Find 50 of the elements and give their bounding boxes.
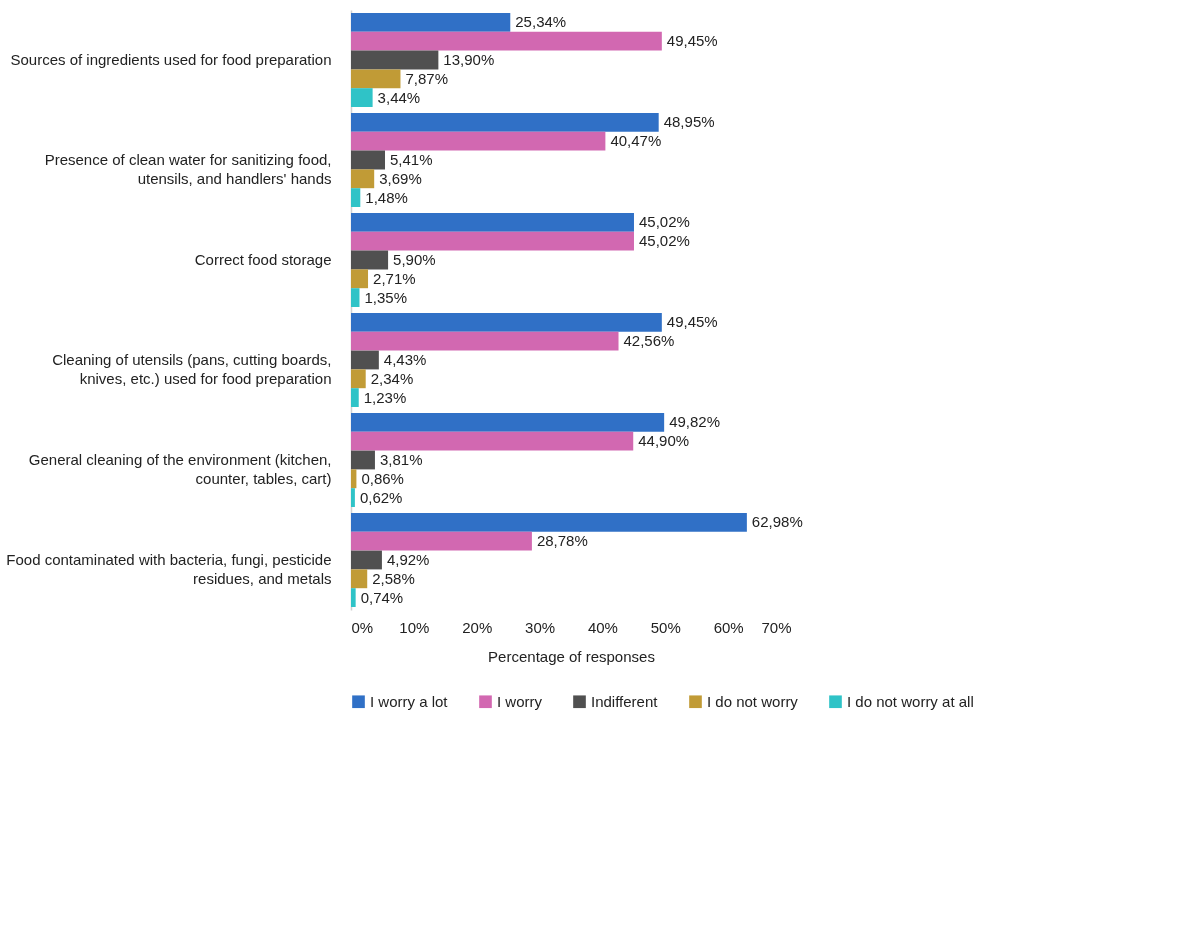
legend-label: I worry	[497, 692, 543, 710]
data-label: 0,74%	[360, 588, 404, 606]
y-tick-label: Presence of clean water for sanitizing food, utensils, and handlers' hands	[44, 151, 332, 187]
data-label: 5,41%	[390, 151, 433, 168]
data-label: 25,34%	[515, 13, 567, 31]
x-axis-title: Percentage of responses	[488, 647, 655, 665]
y-tick-label: General cleaning of the environment (kitchen, counter, tables, cart)	[28, 451, 332, 487]
data-label: 7,87%	[405, 69, 449, 87]
data-label: 42,56%	[623, 332, 675, 350]
data-label: 45,02%	[638, 232, 690, 250]
x-tick-label: 20%	[462, 618, 493, 636]
data-label: 1,35%	[364, 288, 408, 306]
x-tick-label: 70%	[761, 618, 792, 636]
data-label: 45,02%	[638, 213, 690, 231]
data-label: 4,43%	[383, 351, 427, 368]
data-label: 2,58%	[372, 569, 415, 587]
legend-label: I do not worry at all	[847, 692, 974, 710]
data-label: 3,81%	[379, 451, 423, 468]
data-label: 28,78%	[536, 532, 588, 550]
legend-label: I worry a lot	[370, 692, 449, 710]
data-label: 62,98%	[751, 513, 803, 531]
data-label: 49,45%	[666, 32, 718, 50]
data-label: 49,45%	[666, 313, 718, 331]
data-label: 48,95%	[663, 113, 715, 131]
y-tick-label: Food contaminated with bacteria, fungi, pesticide residues, and metals	[6, 551, 332, 587]
data-label: 0,62%	[359, 488, 403, 506]
data-label: 2,34%	[370, 369, 414, 387]
data-label: 3,69%	[379, 169, 422, 187]
y-tick-label: Sources of ingredients used for food preparation	[10, 51, 332, 68]
x-tick-label: 30%	[525, 618, 556, 636]
x-tick-label: 10%	[399, 618, 430, 636]
data-label: 40,47%	[610, 132, 662, 150]
data-label: 3,44%	[377, 88, 421, 106]
x-tick-label: 60%	[713, 618, 744, 636]
data-label: 5,90%	[393, 251, 436, 268]
data-label: 49,82%	[669, 413, 721, 431]
y-tick-label: Cleaning of utensils (pans, cutting boards, knives, etc.) used for food preparation	[52, 351, 332, 387]
data-label: 0,86%	[361, 469, 404, 487]
data-label: 4,92%	[386, 551, 430, 568]
x-tick-label: 50%	[650, 618, 681, 636]
y-tick-label: Correct food storage	[194, 251, 332, 268]
x-tick-label: 0%	[351, 618, 374, 636]
data-label: 44,90%	[638, 432, 690, 450]
data-label: 1,48%	[365, 188, 408, 206]
x-tick-label: 40%	[587, 618, 618, 636]
legend-label: I do not worry	[707, 692, 799, 710]
data-label: 13,90%	[443, 51, 495, 68]
legend-label: Indifferent	[591, 692, 659, 710]
data-label: 2,71%	[373, 269, 416, 287]
data-label: 1,23%	[363, 388, 407, 406]
